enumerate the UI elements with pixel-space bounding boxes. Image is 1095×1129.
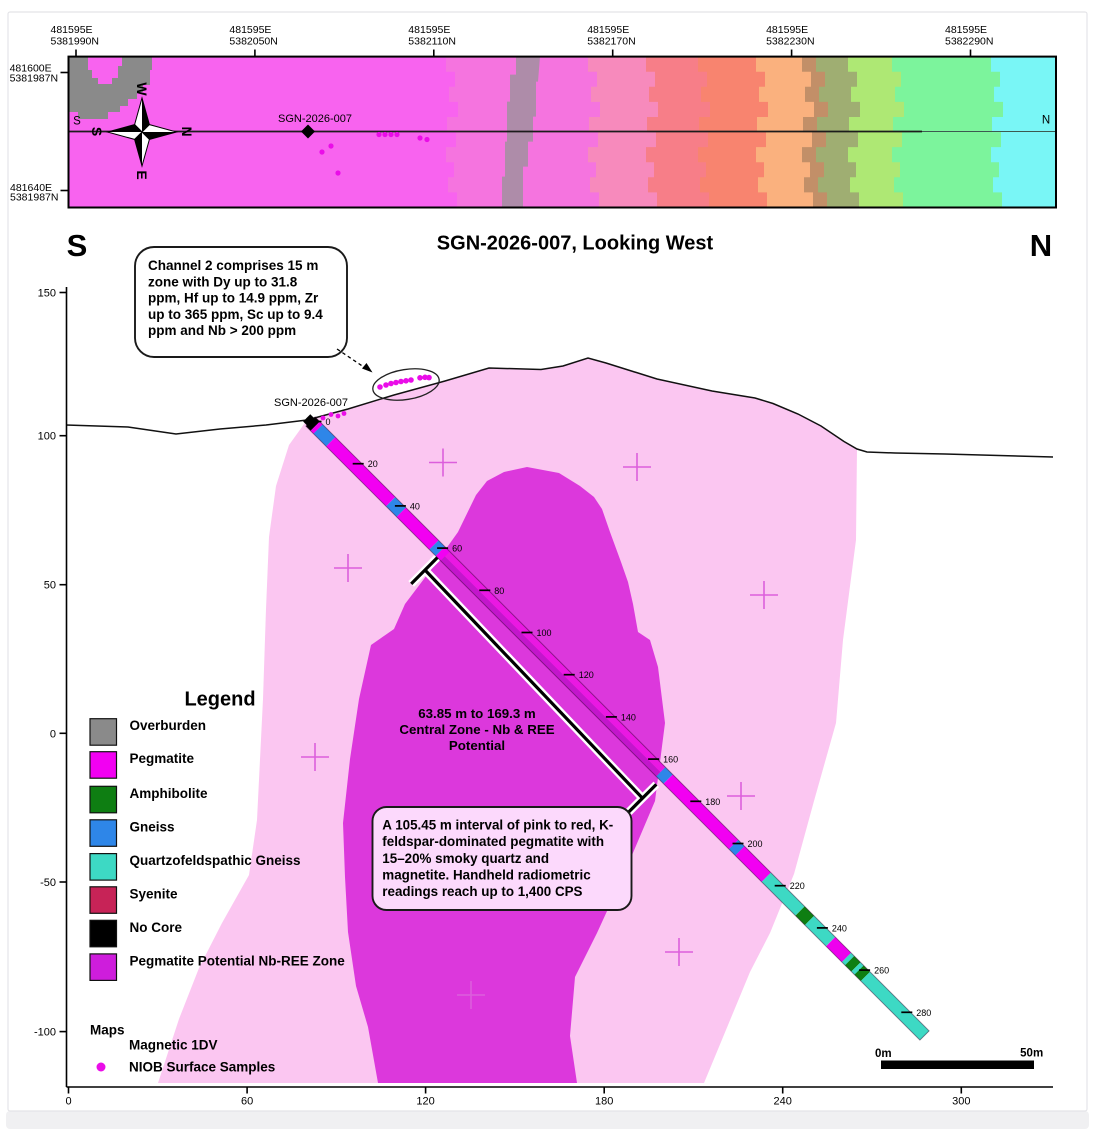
svg-text:5381990N: 5381990N xyxy=(51,36,99,48)
svg-text:SGN-2026-007: SGN-2026-007 xyxy=(274,397,348,409)
svg-text:481595E: 481595E xyxy=(51,24,93,36)
svg-text:5382290N: 5382290N xyxy=(945,36,993,48)
svg-text:5382170N: 5382170N xyxy=(587,36,635,48)
svg-text:Syenite: Syenite xyxy=(130,886,179,901)
svg-text:Channel 2 comprises 15 m: Channel 2 comprises 15 m xyxy=(148,258,318,273)
svg-text:5381987N: 5381987N xyxy=(10,73,58,85)
svg-text:300: 300 xyxy=(952,1096,970,1108)
svg-text:Legend: Legend xyxy=(184,689,255,711)
svg-text:SGN-2026-007, Looking West: SGN-2026-007, Looking West xyxy=(437,233,714,255)
svg-text:120: 120 xyxy=(579,670,594,680)
svg-text:63.85 m to 169.3 m: 63.85 m to 169.3 m xyxy=(418,706,536,721)
svg-text:N: N xyxy=(179,126,195,136)
svg-text:Quartzofeldspathic Gneiss: Quartzofeldspathic Gneiss xyxy=(130,853,301,868)
svg-text:15–20% smoky quartz and: 15–20% smoky quartz and xyxy=(382,851,549,866)
svg-text:Magnetic 1DV: Magnetic 1DV xyxy=(129,1038,218,1053)
svg-text:5381987N: 5381987N xyxy=(10,192,58,204)
svg-text:140: 140 xyxy=(621,712,636,722)
svg-text:50m: 50m xyxy=(1020,1048,1043,1060)
svg-text:E: E xyxy=(134,170,150,179)
svg-text:readings reach up to 1,400 CPS: readings reach up to 1,400 CPS xyxy=(382,884,582,899)
svg-text:Amphibolite: Amphibolite xyxy=(130,786,208,801)
svg-text:5382110N: 5382110N xyxy=(408,36,456,48)
svg-text:100: 100 xyxy=(537,628,552,638)
svg-text:ppm and Nb > 200 ppm: ppm and Nb > 200 ppm xyxy=(148,323,296,338)
svg-text:-50: -50 xyxy=(40,877,56,889)
svg-text:481595E: 481595E xyxy=(766,24,808,36)
svg-text:0: 0 xyxy=(326,417,331,427)
svg-text:A 105.45 m interval of pink to: A 105.45 m interval of pink to red, K- xyxy=(382,818,613,833)
svg-text:S: S xyxy=(67,228,88,263)
svg-text:Gneiss: Gneiss xyxy=(130,819,175,834)
svg-text:220: 220 xyxy=(790,881,805,891)
svg-text:200: 200 xyxy=(748,839,763,849)
svg-text:SGN-2026-007: SGN-2026-007 xyxy=(278,113,352,125)
svg-text:Central Zone - Nb & REE: Central Zone - Nb & REE xyxy=(399,722,554,737)
svg-text:60: 60 xyxy=(241,1096,253,1108)
svg-text:280: 280 xyxy=(916,1008,931,1018)
svg-text:Pegmatite Potential Nb-REE Zon: Pegmatite Potential Nb-REE Zone xyxy=(130,953,346,968)
svg-text:481640E: 481640E xyxy=(10,182,52,194)
svg-text:481595E: 481595E xyxy=(229,24,271,36)
svg-text:zone with Dy up to 31.8: zone with Dy up to 31.8 xyxy=(148,274,298,289)
svg-text:160: 160 xyxy=(663,755,678,765)
svg-text:magnetite. Handheld radiometri: magnetite. Handheld radiometric xyxy=(382,867,591,882)
svg-text:0: 0 xyxy=(65,1096,71,1108)
svg-text:5382050N: 5382050N xyxy=(229,36,277,48)
svg-text:240: 240 xyxy=(774,1096,792,1108)
svg-text:Pegmatite: Pegmatite xyxy=(130,751,195,766)
svg-text:Overburden: Overburden xyxy=(130,718,207,733)
svg-text:180: 180 xyxy=(595,1096,613,1108)
svg-text:5382230N: 5382230N xyxy=(766,36,814,48)
svg-text:100: 100 xyxy=(38,431,56,443)
svg-text:ppm, Hf up to 14.9 ppm, Zr: ppm, Hf up to 14.9 ppm, Zr xyxy=(148,291,319,306)
svg-text:50: 50 xyxy=(44,580,56,592)
svg-text:Maps: Maps xyxy=(90,1022,125,1037)
svg-text:260: 260 xyxy=(874,966,889,976)
svg-text:0: 0 xyxy=(50,728,56,740)
svg-text:Potential: Potential xyxy=(449,738,505,753)
svg-text:N: N xyxy=(1042,115,1050,127)
svg-text:N: N xyxy=(1030,228,1052,263)
svg-text:20: 20 xyxy=(368,459,378,469)
svg-text:120: 120 xyxy=(416,1096,434,1108)
svg-text:481600E: 481600E xyxy=(10,63,52,75)
svg-text:up to 365 ppm, Sc up to 9.4: up to 365 ppm, Sc up to 9.4 xyxy=(148,307,323,322)
svg-text:150: 150 xyxy=(38,288,56,300)
svg-text:NIOB Surface Samples: NIOB Surface Samples xyxy=(129,1060,275,1075)
svg-text:No Core: No Core xyxy=(130,920,183,935)
svg-text:0m: 0m xyxy=(875,1048,892,1060)
svg-text:481595E: 481595E xyxy=(408,24,450,36)
svg-text:W: W xyxy=(134,82,150,96)
svg-text:60: 60 xyxy=(452,544,462,554)
svg-text:S: S xyxy=(89,127,105,136)
svg-text:180: 180 xyxy=(705,797,720,807)
svg-text:240: 240 xyxy=(832,923,847,933)
svg-text:481595E: 481595E xyxy=(945,24,987,36)
svg-text:-100: -100 xyxy=(34,1027,56,1039)
svg-text:feldspar-dominated pegmatite w: feldspar-dominated pegmatite with xyxy=(382,834,604,849)
svg-text:80: 80 xyxy=(494,586,504,596)
svg-text:40: 40 xyxy=(410,501,420,511)
svg-text:S: S xyxy=(73,116,81,128)
svg-text:481595E: 481595E xyxy=(587,24,629,36)
